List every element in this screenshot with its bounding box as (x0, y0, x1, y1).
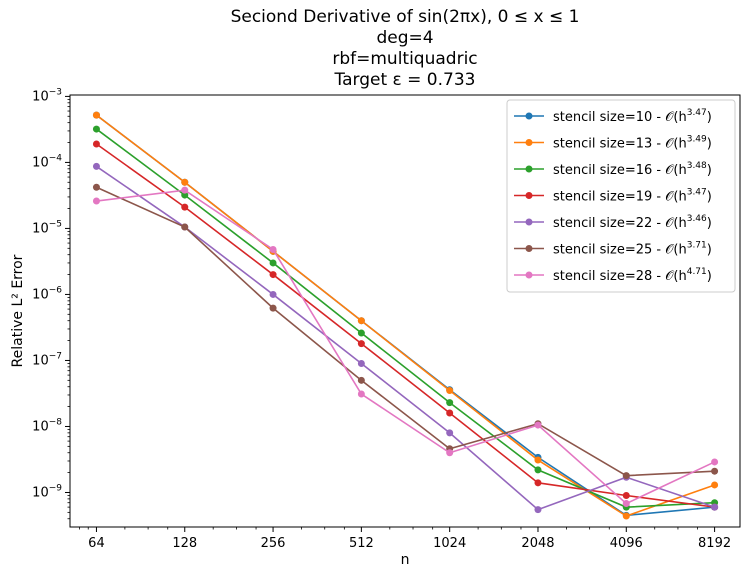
x-tick-label: 128 (172, 536, 197, 551)
series-line-3 (95, 128, 715, 508)
x-tick-label: 1024 (433, 536, 466, 551)
data-point (357, 359, 365, 367)
legend-marker (525, 218, 533, 226)
x-tick-label: 4096 (610, 536, 643, 551)
data-point (181, 191, 189, 199)
data-point (269, 245, 277, 253)
data-point (534, 466, 542, 474)
data-point (181, 223, 189, 231)
y-tick-label: 10−6 (32, 285, 62, 302)
legend-marker (525, 192, 533, 199)
legend-box (506, 99, 736, 293)
legend-marker (525, 165, 533, 173)
legend-entry: stencil size=19 - 𝒪(h3.47) (553, 188, 712, 205)
series-line-5 (95, 165, 715, 511)
data-point (92, 125, 100, 133)
data-point (92, 111, 100, 119)
title-line-3: rbf=multiquadric (332, 49, 477, 69)
title-line-4: Target ε = 0.733 (334, 70, 476, 90)
data-point (622, 492, 630, 500)
y-axis-label: Relative L² Error (10, 254, 26, 367)
y-tick-label: 10−3 (32, 87, 62, 104)
legend-entry: stencil size=25 - 𝒪(h3.71) (553, 241, 712, 258)
y-tick-label: 10−7 (32, 351, 62, 368)
data-point (622, 472, 630, 480)
data-point (92, 162, 100, 170)
data-point (357, 376, 365, 384)
y-tick-label: 10−8 (32, 417, 62, 434)
legend-entry: stencil size=13 - 𝒪(h3.49) (553, 135, 712, 152)
x-tick-label: 2048 (521, 536, 554, 551)
x-tick-label: 8192 (698, 536, 731, 551)
series-line-6 (96, 186, 715, 477)
y-axis: 10−9 10−8 10−7 10−6 10−5 10−4 10−3 (32, 87, 70, 520)
data-point (357, 340, 365, 348)
data-point (269, 271, 277, 279)
data-point (357, 390, 365, 398)
data-point (92, 183, 100, 191)
x-tick-label: 256 (261, 536, 286, 551)
data-point (622, 500, 630, 508)
legend-marker (525, 112, 533, 120)
legend-entry: stencil size=10 - 𝒪(h3.47) (553, 108, 712, 125)
data-point (181, 178, 189, 186)
data-point (446, 449, 454, 457)
data-point (446, 409, 454, 417)
data-point (92, 197, 100, 205)
legend-entry: stencil size=28 - 𝒪(h4.71) (553, 267, 712, 284)
data-point (269, 304, 277, 312)
data-point (357, 329, 365, 337)
data-point (711, 503, 719, 511)
data-point (446, 429, 454, 437)
series-layer (92, 111, 719, 520)
legend-entry: stencil size=22 - 𝒪(h3.46) (553, 214, 712, 231)
data-point (534, 456, 542, 464)
legend: stencil size=10 - 𝒪(h3.47) stencil size=1… (506, 99, 736, 293)
data-point (711, 481, 719, 489)
x-tick-label: 512 (349, 536, 374, 551)
data-point (534, 421, 542, 429)
x-axis: 64 128 256 512 1024 2048 4096 8192 (79, 527, 731, 551)
data-point (711, 458, 719, 466)
legend-entry: stencil size=16 - 𝒪(h3.48) (553, 161, 712, 178)
x-tick-label: 64 (88, 536, 105, 551)
legend-marker (525, 139, 533, 146)
y-tick-label: 10−9 (32, 483, 62, 500)
y-tick-label: 10−4 (32, 153, 62, 170)
data-point (534, 479, 542, 487)
data-point (446, 387, 454, 395)
data-point (92, 140, 100, 148)
series-line-7 (96, 189, 715, 505)
y-tick-label: 10−5 (32, 219, 62, 236)
chart-title: Seciond Derivative of sin(2πx), 0 ≤ x ≤ … (231, 7, 580, 90)
data-point (711, 467, 719, 475)
data-point (181, 203, 189, 211)
data-point (181, 186, 189, 194)
data-point (622, 512, 630, 520)
series-line-2 (95, 114, 715, 517)
series-line-4 (95, 143, 715, 508)
title-line-1: Seciond Derivative of sin(2πx), 0 ≤ x ≤ … (231, 7, 580, 27)
legend-marker (525, 271, 533, 279)
title-line-2: deg=4 (376, 28, 433, 48)
data-point (534, 506, 542, 514)
x-axis-label: n (401, 552, 410, 568)
data-point (269, 290, 277, 298)
plot-area (69, 94, 741, 528)
data-point (446, 399, 454, 407)
data-point (357, 317, 365, 325)
data-point (269, 259, 277, 267)
legend-marker (525, 245, 533, 252)
